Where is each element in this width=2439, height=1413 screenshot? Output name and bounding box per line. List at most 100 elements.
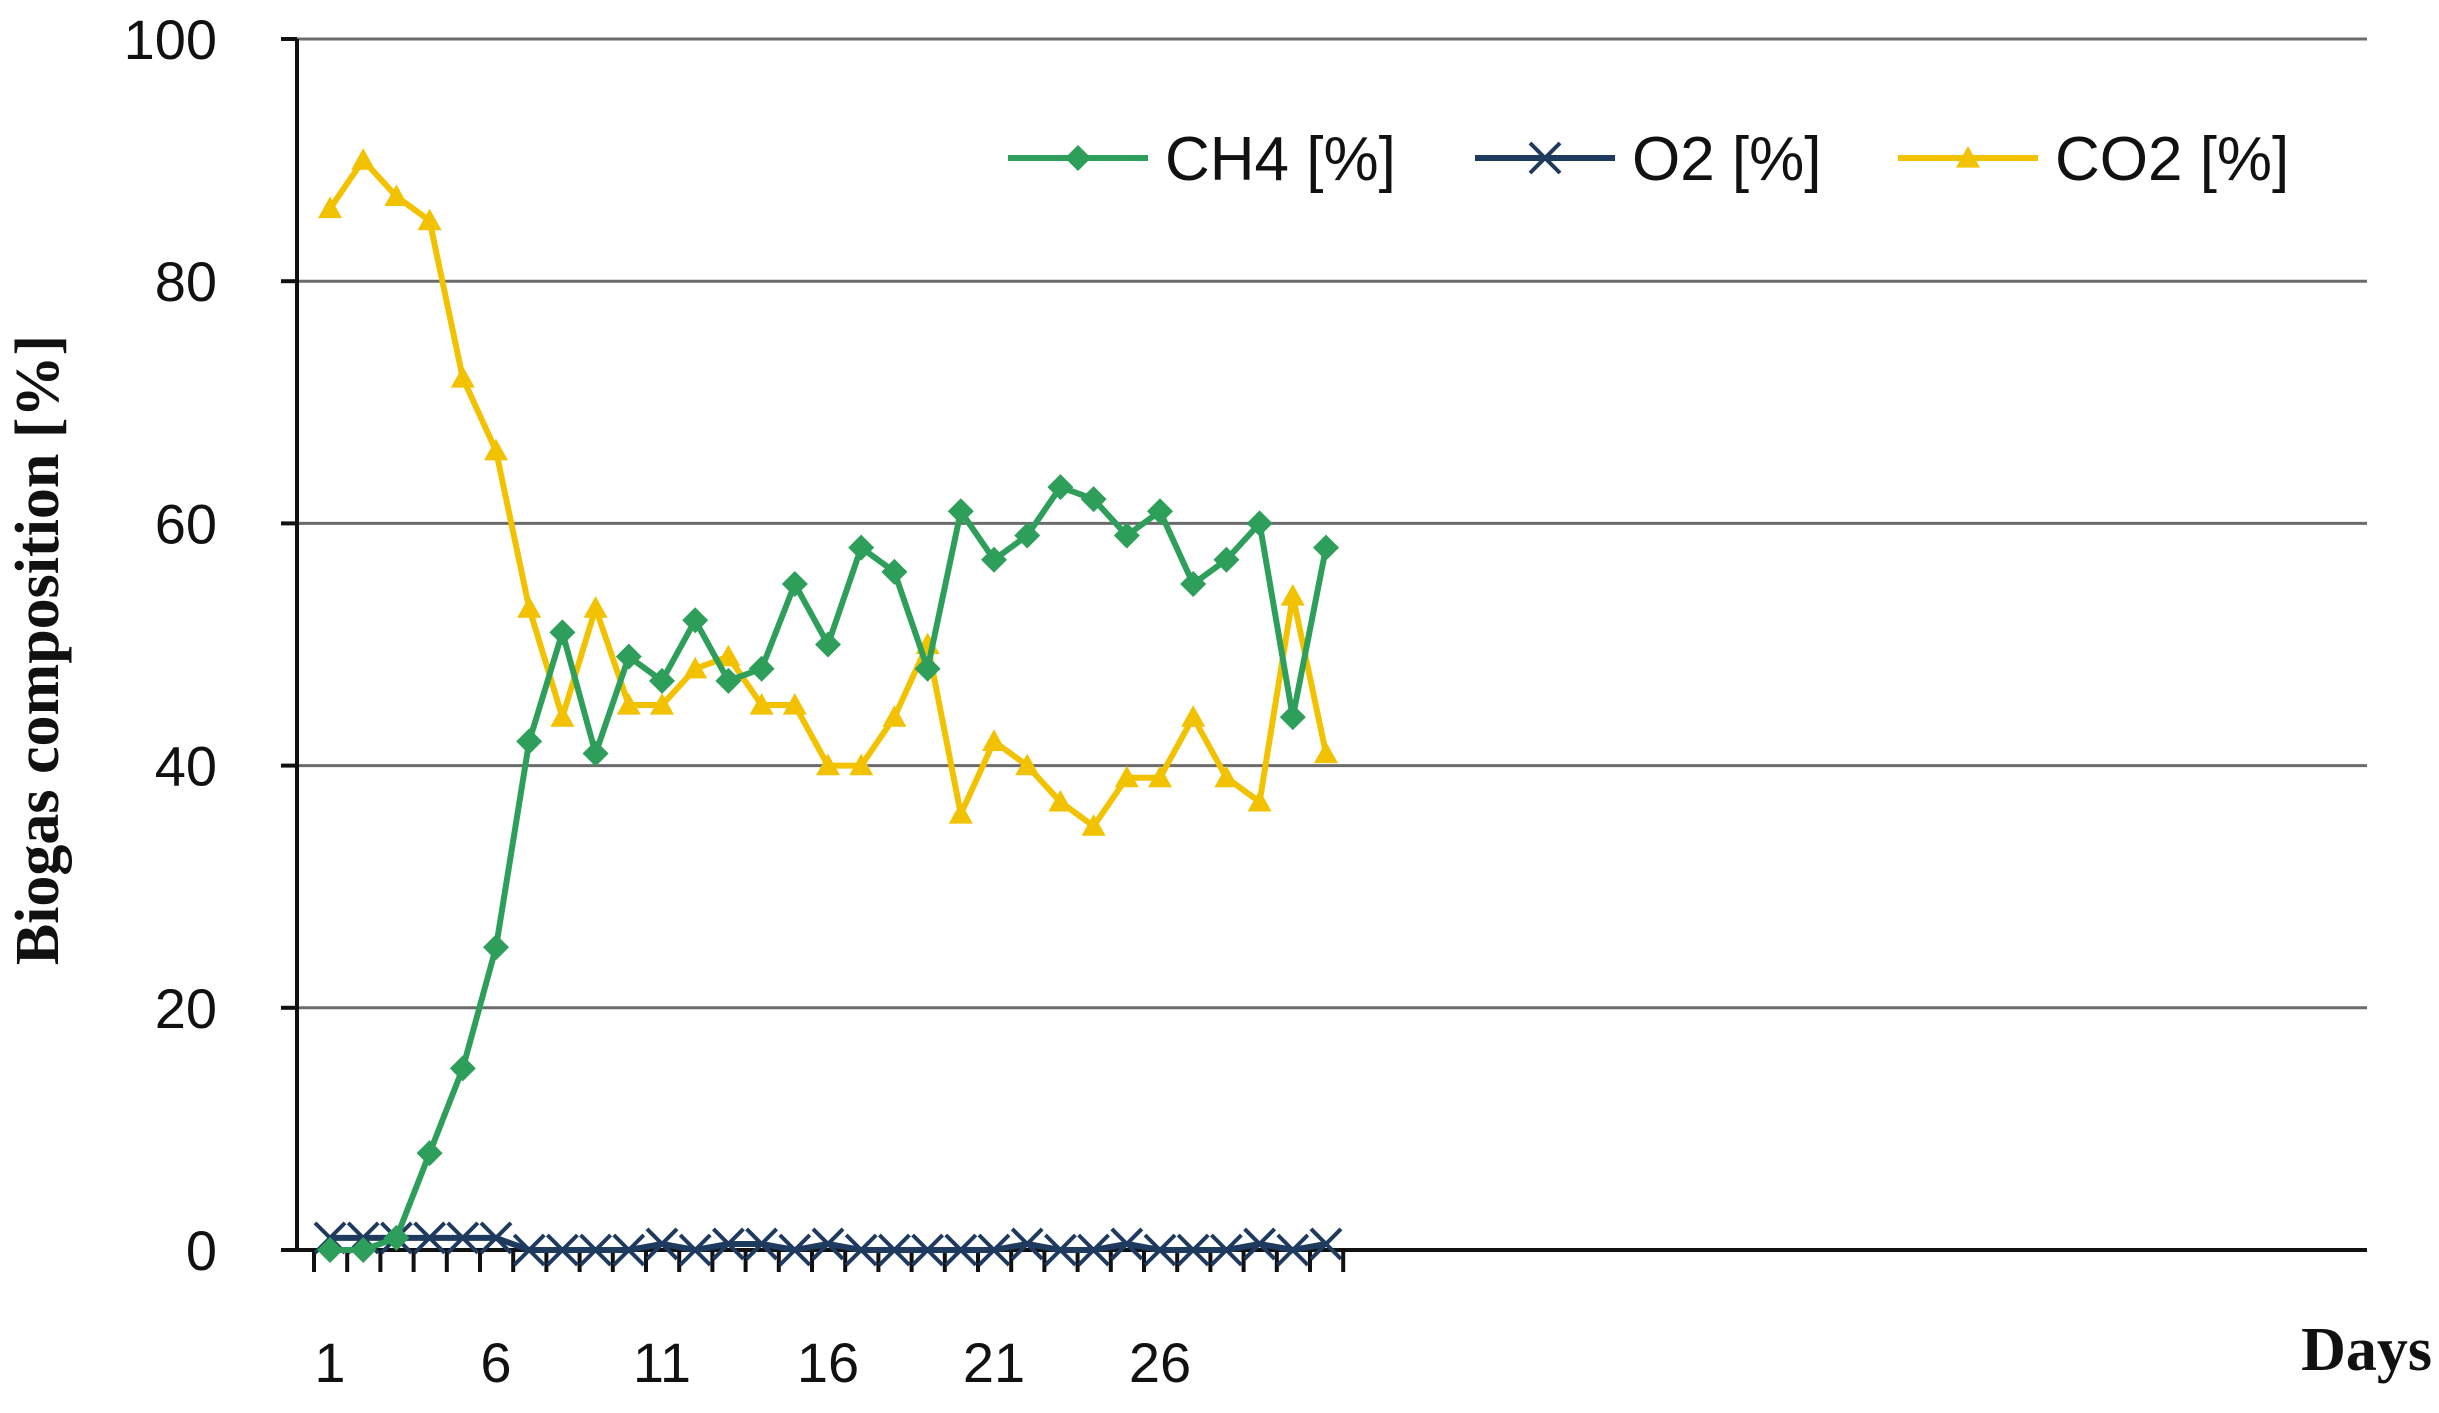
y-tick-label: 0 bbox=[186, 1219, 217, 1282]
data-point bbox=[645, 1227, 679, 1261]
grid-lines bbox=[297, 37, 2367, 1010]
x-axis-title: Days bbox=[2301, 1316, 2432, 1384]
data-point bbox=[612, 1233, 646, 1267]
data-point bbox=[678, 1233, 712, 1267]
data-point bbox=[977, 1233, 1011, 1267]
data-point bbox=[1280, 584, 1305, 606]
data-point bbox=[1147, 498, 1173, 525]
data-point bbox=[350, 1237, 377, 1263]
data-point bbox=[1309, 1227, 1343, 1261]
data-point bbox=[816, 753, 840, 776]
data-point bbox=[616, 693, 641, 715]
legend-item: O2 [%] bbox=[1475, 125, 1822, 194]
x-tick-label: 21 bbox=[963, 1331, 1025, 1394]
data-point bbox=[449, 1055, 476, 1082]
data-point bbox=[384, 184, 409, 207]
data-point bbox=[782, 693, 807, 715]
x-tick-label: 11 bbox=[633, 1331, 691, 1394]
data-point bbox=[479, 1221, 513, 1255]
data-point bbox=[1081, 814, 1106, 836]
data-point bbox=[748, 655, 775, 682]
data-point bbox=[749, 693, 774, 715]
data-point bbox=[881, 558, 908, 585]
data-point bbox=[982, 729, 1006, 751]
data-point bbox=[1148, 765, 1172, 788]
data-point bbox=[682, 607, 709, 634]
x-tick-label: 16 bbox=[797, 1331, 859, 1394]
data-point bbox=[716, 644, 741, 667]
y-tick-label: 80 bbox=[155, 250, 217, 313]
data-point bbox=[683, 656, 708, 679]
data-point bbox=[1048, 789, 1073, 812]
data-point bbox=[446, 1221, 480, 1255]
data-point bbox=[351, 148, 376, 170]
legend-item: CH4 [%] bbox=[1008, 125, 1396, 194]
data-point bbox=[1114, 765, 1139, 788]
data-point bbox=[318, 196, 342, 219]
data-point bbox=[583, 596, 608, 618]
data-point bbox=[317, 1237, 343, 1263]
data-point bbox=[1113, 522, 1140, 549]
legend-item: CO2 [%] bbox=[1898, 125, 2289, 194]
legend-marker bbox=[1065, 145, 1091, 171]
x-axis: 1 6 11 16 21 26 bbox=[297, 1248, 2367, 1394]
data-point bbox=[848, 534, 875, 561]
data-point bbox=[877, 1233, 911, 1267]
data-point bbox=[1047, 474, 1074, 501]
data-point bbox=[1143, 1233, 1177, 1267]
data-point bbox=[615, 643, 642, 670]
y-tick-label: 20 bbox=[155, 977, 217, 1040]
series-line bbox=[327, 157, 1329, 830]
y-axis-title: Biogas composition [%] bbox=[4, 335, 72, 965]
data-point bbox=[383, 1224, 410, 1251]
data-point bbox=[516, 728, 543, 755]
data-point bbox=[711, 1227, 745, 1261]
data-point bbox=[649, 667, 675, 694]
data-point bbox=[1209, 1233, 1243, 1267]
data-point bbox=[745, 1227, 779, 1261]
data-point bbox=[1110, 1227, 1144, 1261]
data-point bbox=[1314, 741, 1338, 764]
legend-label: CO2 [%] bbox=[2055, 125, 2289, 194]
data-point bbox=[512, 1233, 546, 1267]
y-tick-label: 40 bbox=[155, 735, 217, 798]
data-point bbox=[981, 546, 1007, 573]
data-point bbox=[1014, 522, 1041, 549]
data-point bbox=[911, 1233, 945, 1267]
data-point bbox=[1213, 546, 1240, 573]
data-point bbox=[1181, 705, 1206, 727]
data-point bbox=[1243, 1227, 1277, 1261]
series-0 bbox=[317, 474, 1339, 1263]
data-point bbox=[417, 208, 442, 231]
data-point bbox=[1077, 1233, 1111, 1267]
data-point bbox=[1015, 753, 1040, 776]
data-point bbox=[1246, 510, 1273, 537]
series-1 bbox=[313, 1221, 1343, 1267]
y-tick-label: 100 bbox=[124, 8, 217, 71]
data-point bbox=[849, 753, 874, 776]
legend-marker bbox=[1528, 141, 1562, 175]
data-point bbox=[948, 802, 973, 824]
data-point bbox=[778, 1233, 812, 1267]
legend-marker bbox=[1956, 146, 1980, 168]
data-point bbox=[582, 740, 609, 767]
data-point bbox=[1180, 570, 1207, 597]
data-point bbox=[947, 498, 974, 525]
x-tick-label: 26 bbox=[1129, 1331, 1191, 1394]
legend-label: CH4 [%] bbox=[1165, 125, 1396, 194]
data-point bbox=[1279, 704, 1306, 731]
data-point bbox=[1080, 486, 1107, 513]
x-tick-label: 1 bbox=[314, 1331, 345, 1394]
data-point bbox=[815, 631, 841, 658]
data-point bbox=[1043, 1233, 1077, 1267]
data-point bbox=[1176, 1233, 1210, 1267]
data-point bbox=[1313, 534, 1339, 561]
data-point bbox=[450, 366, 475, 388]
data-point bbox=[550, 705, 575, 727]
y-tick-label: 60 bbox=[155, 492, 217, 555]
x-tick-label: 6 bbox=[480, 1331, 511, 1394]
data-point bbox=[914, 655, 941, 682]
data-point bbox=[484, 438, 508, 461]
y-axis: 0 20 40 60 80 100 bbox=[124, 8, 299, 1282]
data-point bbox=[781, 570, 808, 597]
